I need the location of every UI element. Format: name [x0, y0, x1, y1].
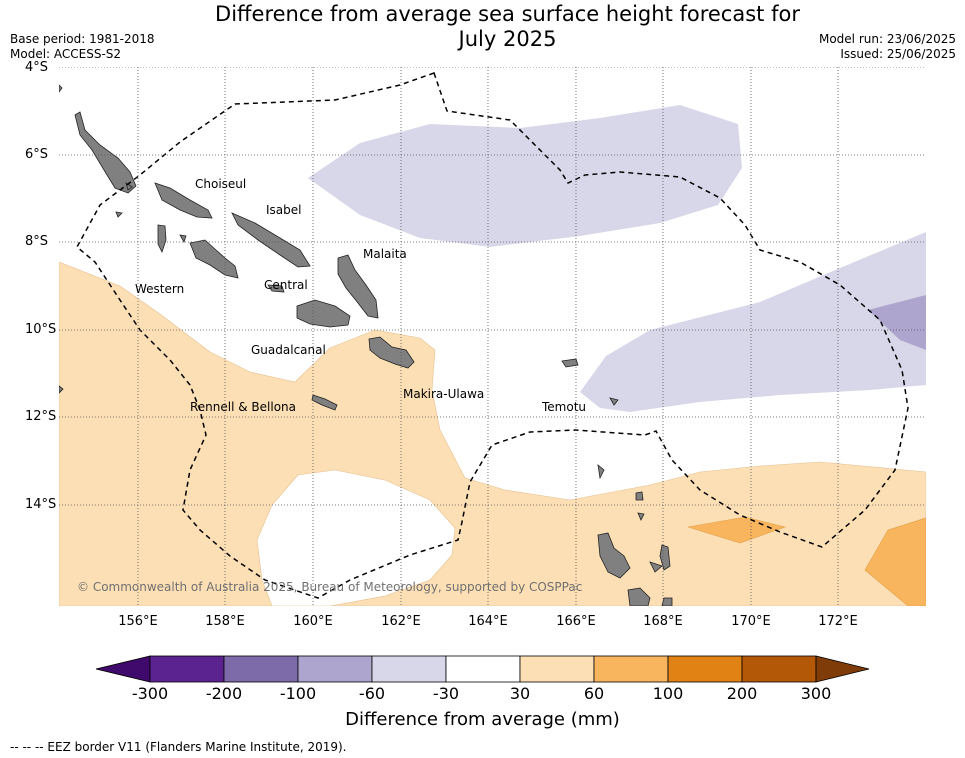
- negative-anomaly-east: [580, 232, 926, 412]
- colorbar-tick-label: -30: [432, 684, 460, 703]
- colorbar-segment: [519, 655, 595, 683]
- land-makira: [368, 336, 415, 369]
- land-vella-lavella: [157, 224, 167, 254]
- province-label-malaita: Malaita: [363, 247, 407, 261]
- lon-label-168e: 168°E: [643, 614, 683, 629]
- colorbar-tick-label: -60: [358, 684, 386, 703]
- lon-label-170e: 170°E: [731, 614, 771, 629]
- colorbar-tick-label: -200: [205, 684, 243, 703]
- province-label-western: Western: [135, 282, 185, 296]
- colorbar-extension-low: [95, 655, 151, 683]
- eez-footnote: -- -- -- EEZ border V11 (Flanders Marine…: [10, 740, 347, 754]
- run-info: Model run: 23/06/2025 Issued: 25/06/2025: [819, 32, 956, 62]
- land-islet-10: [59, 385, 64, 394]
- colorbar-segment: [223, 655, 299, 683]
- colorbar-tick-label: -100: [279, 684, 317, 703]
- model-name: Model: ACCESS-S2: [10, 47, 122, 61]
- colorbar-tick-label: 60: [583, 684, 605, 703]
- province-label-makira-ulawa: Makira-Ulawa: [403, 387, 485, 401]
- colorbar-segment: [445, 655, 521, 683]
- colorbar-segment: [741, 655, 817, 683]
- chart-title: Difference from average sea surface heig…: [180, 2, 835, 52]
- land-vanuatu-islet-1: [649, 561, 663, 573]
- land-islet-5: [661, 597, 673, 606]
- base-period: Base period: 1981-2018: [10, 32, 155, 46]
- colorbar-tick-label: 30: [509, 684, 531, 703]
- land-central: [267, 284, 285, 293]
- province-label-rennell-bellona: Rennell & Bellona: [190, 400, 297, 414]
- land-choiseul: [154, 182, 213, 219]
- land-islet-8: [179, 234, 187, 243]
- land-vanuatu-north: [597, 532, 631, 579]
- title-line-2: July 2025: [458, 27, 557, 51]
- lon-label-166e: 166°E: [556, 614, 596, 629]
- negative-anomaly-north: [308, 105, 742, 247]
- land-temotu: [561, 358, 579, 368]
- lon-label-158e: 158°E: [205, 614, 245, 629]
- land-guadalcanal: [296, 299, 351, 328]
- solomon-islands-land: [59, 84, 673, 606]
- lat-label-4s: 4°S: [25, 60, 49, 75]
- map-gridlines: [59, 67, 926, 606]
- land-malaita: [337, 254, 379, 319]
- land-choiseul-west: [74, 111, 137, 194]
- lat-label-14s: 14°S: [25, 497, 57, 512]
- province-label-temotu: Temotu: [542, 400, 587, 414]
- colorbar-extension-high: [815, 655, 870, 683]
- colorbar: [95, 655, 870, 683]
- eez-border: [76, 72, 909, 599]
- issued-date: Issued: 25/06/2025: [840, 47, 956, 61]
- colorbar-tick-label: 300: [800, 684, 832, 703]
- colorbar-segment: [593, 655, 669, 683]
- land-new-georgia: [189, 239, 239, 279]
- lat-label-6s: 6°S: [25, 147, 49, 162]
- land-isabel: [231, 212, 311, 268]
- copyright-notice: © Commonwealth of Australia 2025, Bureau…: [77, 580, 583, 594]
- lon-label-160e: 160°E: [293, 614, 333, 629]
- lon-label-172e: 172°E: [818, 614, 858, 629]
- land-islet-9: [59, 84, 63, 93]
- title-line-1: Difference from average sea surface heig…: [215, 2, 800, 26]
- land-islet-4: [597, 464, 605, 480]
- colorbar-tick-label: 200: [726, 684, 758, 703]
- land-islet-3: [637, 512, 645, 521]
- colorbar-segment: [667, 655, 743, 683]
- lon-label-164e: 164°E: [468, 614, 508, 629]
- lon-label-156e: 156°E: [118, 614, 158, 629]
- lat-label-10s: 10°S: [25, 322, 57, 337]
- positive-anomaly-60-100-southeast: [864, 517, 926, 606]
- land-rennell: [311, 394, 338, 411]
- colorbar-segment: [371, 655, 447, 683]
- land-vanuatu-east: [659, 544, 671, 571]
- lon-label-162e: 162°E: [381, 614, 421, 629]
- model-run: Model run: 23/06/2025: [818, 32, 956, 46]
- land-islet-1: [609, 397, 619, 406]
- lat-label-8s: 8°S: [25, 234, 49, 249]
- model-info: Base period: 1981-2018 Model: ACCESS-S2: [10, 32, 155, 62]
- land-islet-7: [115, 211, 123, 218]
- lat-label-12s: 12°S: [25, 409, 57, 424]
- colorbar-segment: [297, 655, 373, 683]
- land-vanuatu-south: [627, 587, 651, 606]
- colorbar-title: Difference from average (mm): [345, 709, 620, 730]
- neutral-pocket: [256, 469, 456, 606]
- province-label-central: Central: [264, 278, 308, 292]
- province-label-guadalcanal: Guadalcanal: [251, 343, 326, 357]
- colorbar-tick-label: 100: [652, 684, 684, 703]
- province-label-choiseul: Choiseul: [195, 177, 247, 191]
- negative-anomaly-60-100: [868, 295, 926, 350]
- land-islet-2: [635, 491, 644, 501]
- province-label-isabel: Isabel: [266, 203, 302, 217]
- colorbar-tick-label: -300: [131, 684, 169, 703]
- colorbar-segment: [149, 655, 225, 683]
